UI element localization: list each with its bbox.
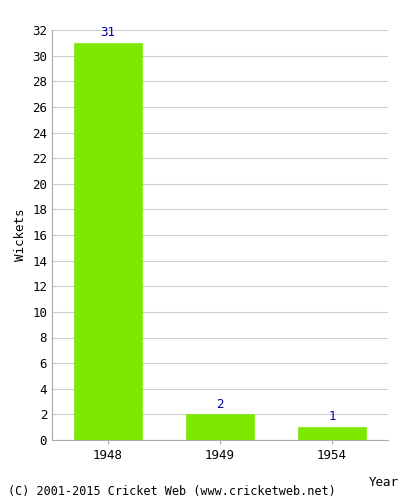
Y-axis label: Wickets: Wickets (14, 209, 26, 261)
Text: 2: 2 (216, 398, 224, 410)
Text: 31: 31 (100, 26, 116, 39)
Text: Year: Year (369, 476, 399, 489)
Bar (298, 427, 366, 440)
Text: (C) 2001-2015 Cricket Web (www.cricketweb.net): (C) 2001-2015 Cricket Web (www.cricketwe… (8, 484, 336, 498)
Bar (74, 43, 142, 440)
Bar (186, 414, 254, 440)
Text: 1: 1 (328, 410, 336, 424)
